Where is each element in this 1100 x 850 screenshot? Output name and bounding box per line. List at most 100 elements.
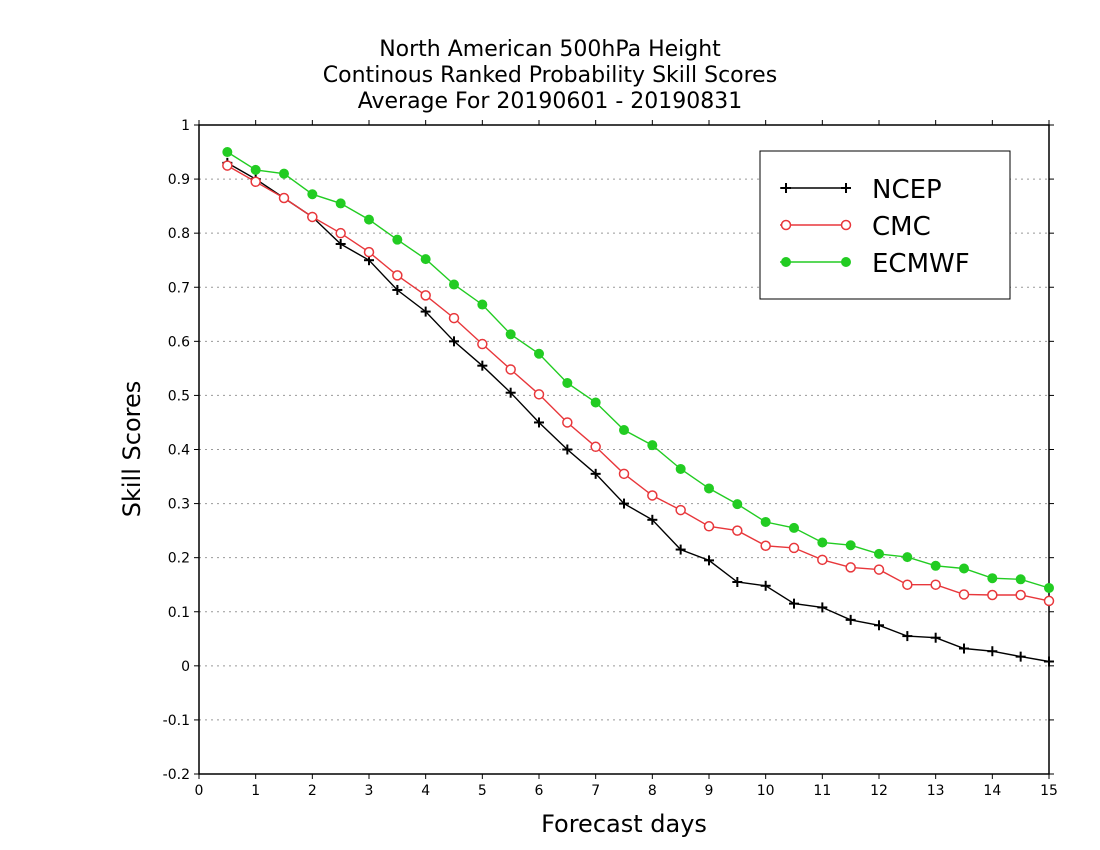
y-tick-label: 0.6	[168, 334, 190, 350]
data-point-cmc	[363, 246, 375, 258]
y-tick-label: 0.2	[168, 551, 190, 567]
y-tick-label: 1	[181, 118, 190, 134]
x-tick-label: 1	[251, 783, 260, 799]
axis-ticks: -0.2-0.100.10.20.30.40.50.60.70.80.910 1 2…	[163, 118, 1058, 799]
x-tick-label: 2	[308, 783, 317, 799]
y-tick-label: 0.8	[168, 226, 190, 242]
legend-marker-ncep	[841, 183, 851, 193]
data-point-ncep	[845, 614, 856, 625]
chart-title-line-2: Continous Ranked Probability Skill Score…	[322, 63, 778, 88]
data-point-ecmwf	[364, 214, 374, 225]
data-point-ncep	[449, 336, 459, 347]
data-point-cmc	[930, 579, 941, 590]
data-point-ncep	[335, 238, 346, 249]
data-point-ncep	[392, 284, 403, 295]
legend-label-cmc: CMC	[872, 212, 931, 242]
data-point-ecmwf	[704, 483, 714, 494]
x-tick-label: 13	[927, 783, 945, 799]
series-cmc	[222, 160, 1055, 607]
data-point-ncep	[874, 620, 884, 631]
legend-item-ncep: NCEP	[780, 175, 942, 205]
x-tick-label: 14	[983, 783, 1001, 799]
legend-label-ecmwf: ECMWF	[872, 249, 970, 279]
data-point-ncep	[562, 444, 573, 455]
legend-label-ncep: NCEP	[872, 175, 942, 205]
data-point-cmc	[1043, 595, 1055, 607]
y-tick-label: 0.4	[168, 443, 190, 459]
data-point-ncep	[420, 306, 431, 317]
data-point-ecmwf	[534, 348, 544, 359]
x-axis-label: Forecast days	[541, 810, 707, 838]
data-point-ncep	[732, 577, 743, 588]
data-point-cmc	[703, 521, 715, 532]
legend-item-ecmwf: ECMWF	[780, 249, 970, 279]
data-point-ecmwf	[987, 573, 998, 584]
data-point-cmc	[505, 364, 516, 375]
data-point-ncep	[505, 387, 516, 398]
data-point-cmc	[845, 562, 856, 573]
x-tick-label: 5	[478, 783, 487, 799]
data-point-cmc	[902, 579, 913, 590]
data-point-cmc	[448, 312, 460, 324]
x-tick-label: 4	[421, 783, 430, 799]
data-point-ncep	[619, 498, 629, 509]
x-tick-label: 0	[195, 783, 204, 799]
data-point-ncep	[647, 514, 658, 525]
data-point-ecmwf	[874, 548, 884, 559]
data-point-ecmwf	[675, 463, 686, 474]
data-point-ncep	[1015, 651, 1026, 662]
data-point-ecmwf	[619, 425, 629, 436]
data-point-ecmwf	[902, 552, 913, 563]
y-tick-label: -0.2	[163, 767, 190, 783]
x-tick-label: 9	[705, 783, 714, 799]
data-point-ncep	[704, 555, 714, 566]
legend-marker-ecmwf	[781, 257, 791, 267]
data-point-ecmwf	[505, 329, 516, 340]
data-point-ecmwf	[959, 563, 969, 574]
data-point-ecmwf	[250, 164, 261, 175]
data-point-ncep	[675, 544, 686, 555]
data-point-cmc	[562, 417, 573, 428]
data-point-ecmwf	[279, 168, 289, 179]
legend-marker-ncep	[781, 183, 791, 193]
data-point-cmc	[335, 227, 346, 239]
legend-items: NCEP CMC ECMWF	[780, 175, 970, 279]
data-point-cmc	[533, 389, 545, 400]
data-point-cmc	[222, 160, 233, 171]
y-tick-label: 0	[181, 659, 190, 675]
y-tick-label: 0.9	[168, 172, 190, 188]
y-tick-label: 0.5	[168, 388, 190, 404]
x-tick-label: 6	[535, 783, 544, 799]
data-point-ecmwf	[590, 397, 601, 408]
x-tick-label: 11	[813, 783, 831, 799]
chart-title-line-1: North American 500hPa Height	[379, 37, 721, 62]
y-tick-label: 0.7	[168, 280, 190, 296]
data-point-ecmwf	[1015, 574, 1026, 585]
data-point-ncep	[902, 631, 913, 642]
data-point-cmc	[590, 441, 601, 453]
data-point-ncep	[760, 580, 771, 591]
data-point-ecmwf	[1044, 582, 1054, 593]
x-tick-label: 8	[648, 783, 657, 799]
data-point-cmc	[987, 589, 998, 601]
data-point-ecmwf	[420, 254, 431, 265]
series-ncep	[222, 157, 1054, 667]
data-point-cmc	[477, 338, 488, 350]
legend-marker-ecmwf	[841, 257, 851, 267]
data-point-ecmwf	[760, 516, 771, 527]
data-point-ecmwf	[335, 198, 346, 209]
data-point-ecmwf	[845, 540, 856, 551]
data-point-cmc	[618, 468, 630, 480]
data-point-cmc	[817, 554, 828, 566]
data-point-ncep	[477, 360, 488, 371]
data-point-ncep	[1044, 656, 1054, 667]
data-point-cmc	[873, 564, 885, 575]
data-point-ecmwf	[392, 234, 403, 245]
data-point-cmc	[392, 270, 403, 281]
data-point-cmc	[278, 192, 290, 204]
legend-marker-cmc	[840, 219, 852, 231]
data-point-cmc	[420, 290, 431, 301]
data-point-cmc	[675, 504, 686, 516]
legend-item-cmc: CMC	[780, 212, 931, 242]
